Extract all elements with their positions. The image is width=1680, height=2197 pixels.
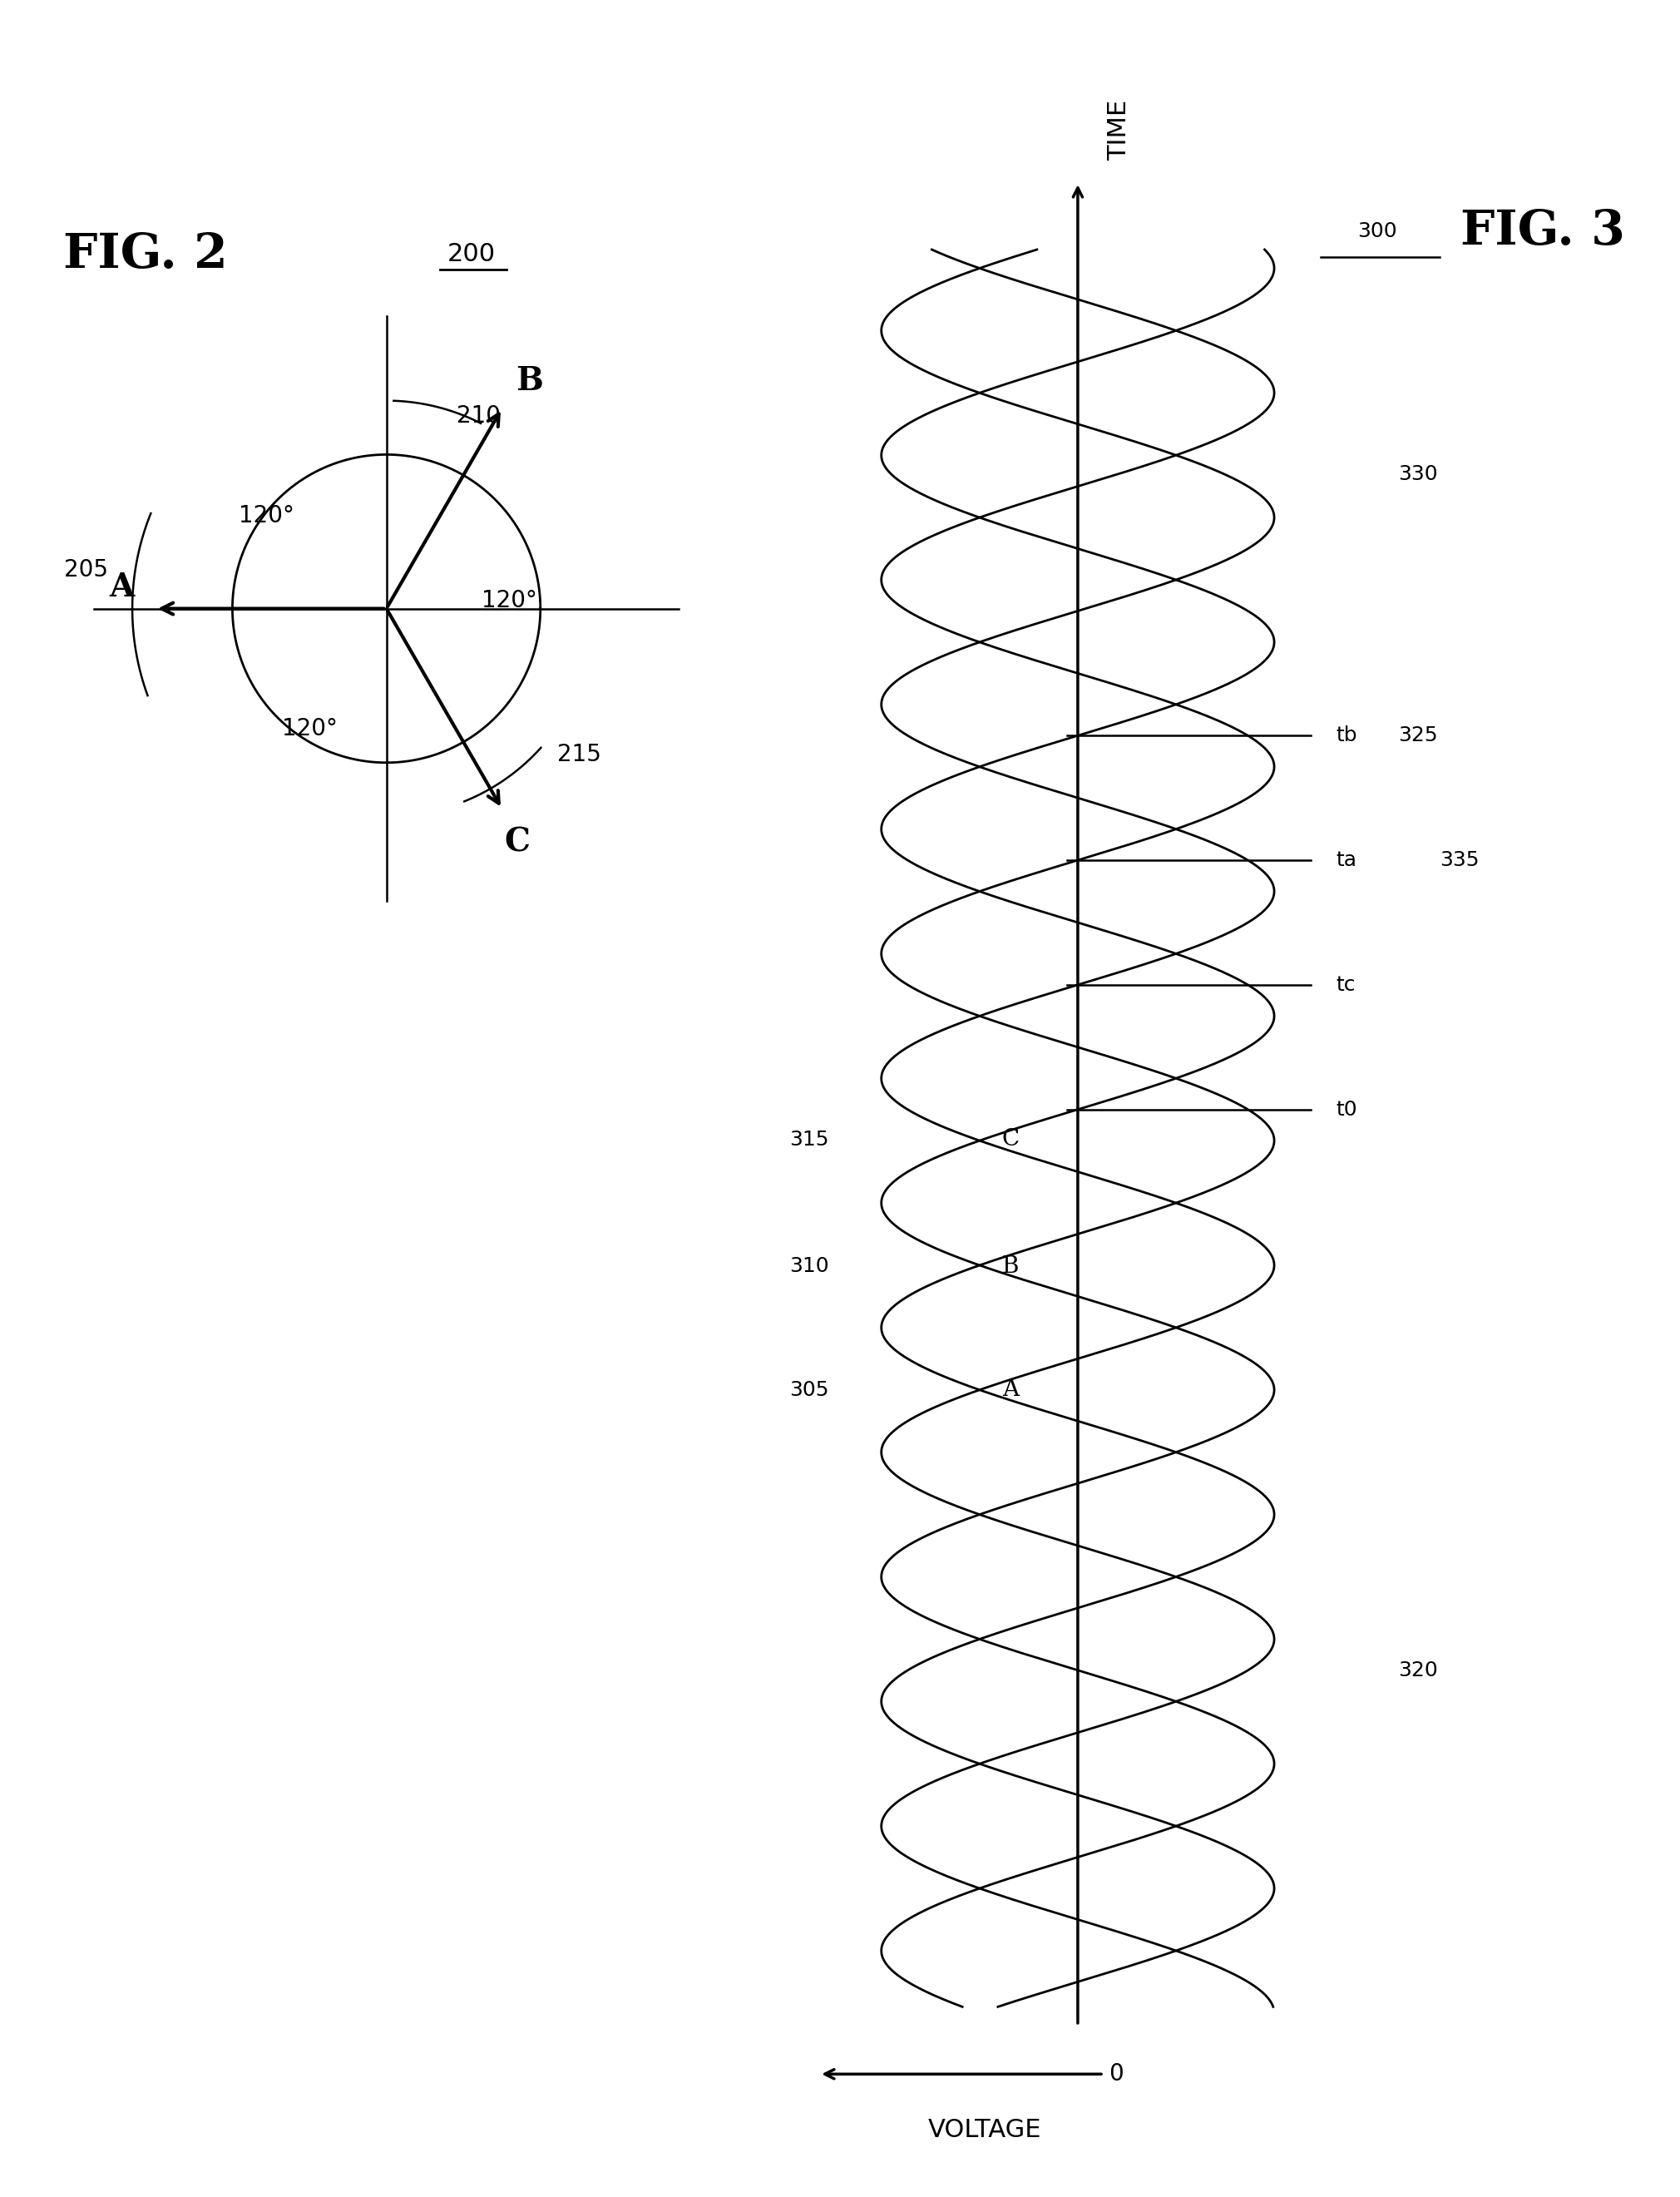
Text: 320: 320 <box>1398 1661 1438 1681</box>
Text: 200: 200 <box>447 242 496 266</box>
Text: 300: 300 <box>1357 222 1398 242</box>
Text: 120°: 120° <box>239 505 294 527</box>
Text: ta: ta <box>1336 850 1357 870</box>
Text: 305: 305 <box>790 1380 828 1399</box>
Text: 215: 215 <box>556 743 601 767</box>
Text: TIME: TIME <box>1107 99 1131 160</box>
Text: tc: tc <box>1336 975 1356 995</box>
Text: 315: 315 <box>790 1129 828 1149</box>
Text: 325: 325 <box>1398 725 1438 745</box>
Text: 205: 205 <box>64 558 108 582</box>
Text: 120°: 120° <box>482 589 538 613</box>
Text: VOLTAGE: VOLTAGE <box>927 2118 1042 2142</box>
Text: B: B <box>1001 1254 1020 1279</box>
Text: 310: 310 <box>790 1257 828 1276</box>
Text: B: B <box>516 365 543 398</box>
Text: FIG. 3: FIG. 3 <box>1460 207 1625 255</box>
Text: 120°: 120° <box>282 716 338 740</box>
Text: C: C <box>504 826 531 859</box>
Text: t0: t0 <box>1336 1098 1357 1120</box>
Text: 0: 0 <box>1109 2063 1124 2085</box>
Text: C: C <box>1001 1129 1020 1151</box>
Text: FIG. 2: FIG. 2 <box>62 231 227 277</box>
Text: tb: tb <box>1336 725 1357 745</box>
Text: A: A <box>109 571 134 602</box>
Text: 335: 335 <box>1440 850 1478 870</box>
Text: A: A <box>1003 1380 1020 1402</box>
Text: 210: 210 <box>457 404 501 428</box>
Text: 330: 330 <box>1398 464 1438 483</box>
